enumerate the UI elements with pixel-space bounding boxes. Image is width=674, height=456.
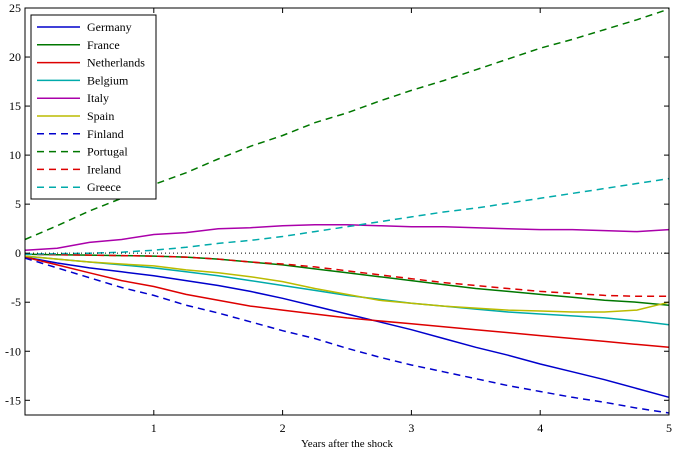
y-tick-label: 20 [9,50,21,64]
series-line-spain [24,255,670,313]
x-tick-label: 4 [537,421,543,435]
legend-label-finland: Finland [87,127,124,141]
legend-label-spain: Spain [87,109,114,123]
series-line-finland [24,257,670,414]
y-tick-label: 5 [15,197,21,211]
legend-label-france: France [87,38,120,52]
y-tick-label: -10 [5,344,21,358]
y-tick-label: 15 [9,99,21,113]
x-tick-label: 2 [280,421,286,435]
y-tick-label: -5 [11,295,21,309]
legend-label-germany: Germany [87,20,132,34]
legend-label-greece: Greece [87,180,121,194]
y-tick-label: -15 [5,393,21,407]
y-tick-label: 0 [15,246,21,260]
series-line-belgium [24,255,670,326]
x-tick-label: 1 [151,421,157,435]
x-tick-label: 3 [408,421,414,435]
plot-frame [24,7,670,416]
x-axis-title: Years after the shock [301,438,394,450]
axis-ticks: -15 -10 -5 0 5 10 15 20 25 1 2 3 4 5 [5,1,672,435]
legend-label-belgium: Belgium [87,73,129,87]
legend-label-italy: Italy [87,91,109,105]
series-line-greece [24,177,670,255]
legend-label-netherlands: Netherlands [87,56,145,70]
y-tick-label: 10 [9,148,21,162]
series-line-germany [24,256,670,399]
series-layer [24,8,670,414]
y-tick-label: 25 [9,1,21,15]
x-tick-label: 5 [666,421,672,435]
legend-label-ireland: Ireland [87,162,121,176]
legend-box [30,14,157,200]
series-line-netherlands [24,256,670,349]
series-line-italy [24,223,670,251]
legend: Germany France Netherlands Belgium Italy Spai… [30,14,157,200]
series-line-france [24,253,670,306]
legend-label-portugal: Portugal [87,145,128,159]
